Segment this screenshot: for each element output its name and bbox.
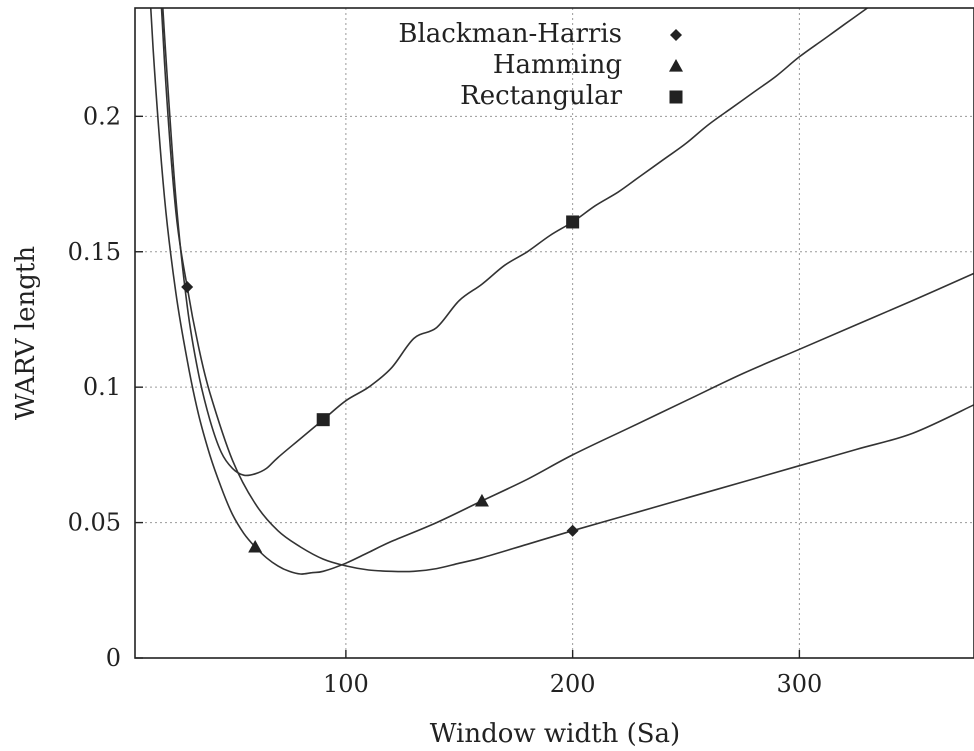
series-markers [181, 215, 580, 553]
x-axis-label: Window width (Sa) [430, 719, 680, 749]
y-tick-label-4: 0.2 [83, 102, 121, 130]
x-axis-ticks: 100 200 300 [323, 650, 822, 698]
series-line-blackman-harris [160, 8, 974, 573]
legend-label-rectangular: Rectangular [460, 81, 622, 111]
legend: Blackman-Harris Hamming Rectangular [398, 19, 683, 111]
y-tick-label-1: 0.05 [68, 509, 121, 537]
marker-rectangular-0 [316, 413, 330, 427]
legend-marker-blackman-harris [670, 29, 682, 41]
x-tick-label-300: 300 [776, 670, 822, 698]
grid-lines [135, 8, 974, 658]
series-line-rectangular [161, 8, 868, 477]
y-tick-label-3: 0.15 [68, 238, 121, 266]
y-axis-label: WARV length [11, 246, 41, 420]
marker-hamming-0 [248, 539, 263, 553]
legend-label-blackman-harris: Blackman-Harris [398, 19, 622, 49]
legend-marker-hamming [669, 59, 683, 72]
y-tick-label-2: 0.1 [83, 373, 121, 401]
marker-hamming-1 [474, 493, 489, 507]
x-tick-label-200: 200 [550, 670, 596, 698]
legend-label-hamming: Hamming [493, 50, 622, 80]
series-lines [149, 8, 974, 575]
x-tick-label-100: 100 [323, 670, 369, 698]
marker-blackman-harris-0 [181, 280, 194, 293]
marker-blackman-harris-1 [566, 524, 579, 537]
legend-marker-rectangular [669, 90, 683, 104]
marker-rectangular-1 [566, 215, 580, 229]
series-line-hamming [149, 8, 974, 575]
y-axis-ticks: 0 0.05 0.1 0.15 0.2 [68, 102, 143, 672]
y-tick-label-0: 0 [106, 644, 121, 672]
plot-frame [134, 7, 974, 659]
